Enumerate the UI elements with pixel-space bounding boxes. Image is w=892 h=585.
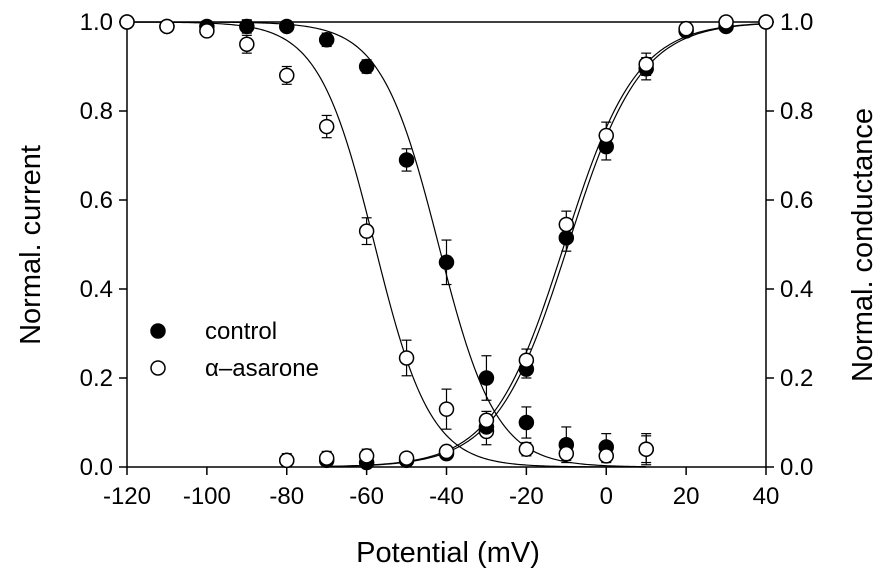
legend-marker-control [150, 323, 166, 339]
data-point-open [358, 448, 375, 464]
y-axis-title-left: Normal. current [15, 145, 47, 345]
error-bars [122, 16, 771, 468]
x-tick-label: -40 [429, 483, 464, 510]
data-point-open [638, 56, 654, 73]
x-tick-label: -20 [509, 483, 544, 510]
data-point-open [718, 14, 734, 30]
data-point-filled [398, 152, 415, 168]
data-point-filled [318, 32, 335, 48]
data-point-filled [478, 370, 495, 386]
data-point-open [518, 352, 535, 368]
y-axis-title-right: Normal. conductance [847, 108, 879, 382]
data-point-filled [518, 414, 535, 431]
data-point-open [398, 350, 415, 366]
data-point-open [438, 443, 455, 460]
legend-label-control: control [205, 318, 277, 345]
data-point-open [558, 445, 575, 462]
y-tick-label-left: 0.2 [80, 365, 113, 392]
axis-ticks: -120 -100 -80 -60 -40 -20 0 20 400.0 0.00.2 0.20.4… [80, 9, 814, 510]
data-point-open [159, 18, 175, 35]
x-axis-title: Potential (mV) [356, 537, 540, 569]
data-point-open [678, 20, 694, 37]
data-point-open [758, 14, 774, 30]
y-tick-label-left: 0.0 [80, 454, 113, 481]
data-point-open [518, 441, 535, 457]
fit-curve [127, 21, 647, 468]
y-tick-label-right: 0.8 [780, 98, 813, 125]
legend: control α–asarone [150, 318, 319, 382]
x-tick-label: 20 [673, 483, 700, 510]
x-tick-label: 40 [753, 483, 780, 510]
data-point-filled [358, 58, 375, 75]
data-point-open [279, 67, 295, 84]
data-point-open [239, 36, 255, 52]
data-point-filled [438, 254, 455, 271]
fit-curve [326, 23, 767, 467]
data-point-open [199, 23, 215, 39]
fit-curve [326, 23, 767, 468]
data-point-open [598, 448, 614, 464]
data-point-open [318, 118, 335, 135]
data-point-filled [558, 230, 575, 246]
data-point-open [558, 216, 575, 233]
data-point-filled [239, 18, 255, 35]
data-point-open [358, 223, 375, 239]
legend-label-asarone: α–asarone [205, 355, 319, 382]
data-point-open [398, 450, 415, 466]
y-tick-label-right: 0.0 [780, 454, 813, 481]
data-point-open [598, 127, 614, 144]
data-point-filled [279, 18, 295, 35]
x-tick-label: -100 [183, 483, 231, 510]
y-tick-label-right: 0.6 [780, 187, 813, 214]
x-tick-label: -80 [269, 483, 304, 510]
data-point-open [318, 450, 335, 466]
data-point-open [638, 441, 654, 457]
data-point-open [279, 452, 295, 469]
data-point-open [478, 412, 495, 429]
y-tick-label-right: 0.4 [780, 276, 813, 303]
x-tick-label: -120 [103, 483, 151, 510]
y-tick-label-left: 1.0 [80, 9, 113, 36]
data-points [119, 14, 774, 471]
legend-marker-asarone [150, 360, 166, 376]
y-tick-label-left: 0.8 [80, 98, 113, 125]
data-point-open [438, 401, 455, 417]
y-tick-label-right: 1.0 [780, 9, 813, 36]
y-tick-label-left: 0.6 [80, 187, 113, 214]
data-point-open [119, 14, 135, 30]
y-tick-label-right: 0.2 [780, 365, 813, 392]
x-tick-label: -60 [349, 483, 384, 510]
x-tick-label: 0 [600, 483, 613, 510]
y-tick-label-left: 0.4 [80, 276, 113, 303]
